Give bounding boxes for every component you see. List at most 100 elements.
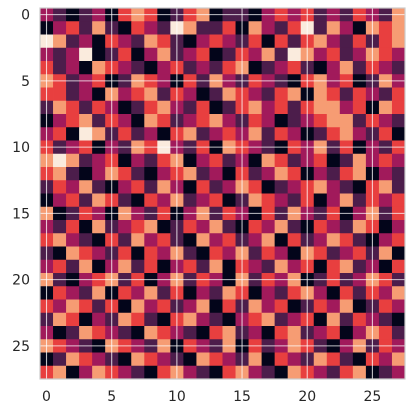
heatmap-cell [66, 220, 80, 234]
heatmap-cell [222, 220, 236, 234]
heatmap-cell [79, 299, 93, 314]
heatmap-cell [79, 220, 93, 234]
heatmap-cells [40, 8, 406, 380]
heatmap-cell [53, 365, 67, 380]
heatmap-cell [118, 34, 132, 49]
heatmap-cell [326, 61, 341, 75]
heatmap-cell [274, 127, 289, 141]
heatmap-cell [378, 87, 393, 102]
heatmap-cell [183, 47, 197, 62]
heatmap-cell [391, 167, 406, 181]
heatmap-cell [248, 365, 263, 380]
heatmap-cell [118, 286, 132, 300]
heatmap-cell [53, 47, 67, 62]
heatmap-cell [287, 299, 302, 314]
heatmap-cell [79, 153, 93, 168]
heatmap-cell [183, 352, 197, 367]
heatmap-cell [66, 114, 80, 128]
heatmap-cell [92, 220, 106, 234]
heatmap-cell [352, 127, 367, 141]
heatmap-cell [326, 114, 341, 128]
heatmap-cell [66, 34, 80, 49]
heatmap-cell [261, 259, 276, 274]
heatmap-cell [248, 34, 263, 49]
heatmap-cell [79, 47, 93, 62]
heatmap-cell [339, 47, 354, 62]
heatmap-cell [222, 246, 236, 261]
heatmap-cell [378, 100, 393, 115]
heatmap-cell [183, 127, 197, 141]
heatmap-cell [196, 259, 210, 274]
heatmap-cell [118, 312, 132, 327]
heatmap-cell [222, 365, 236, 380]
heatmap-cell [183, 61, 197, 75]
heatmap-cell [339, 167, 354, 181]
heatmap-cell [391, 153, 406, 168]
heatmap-cell [131, 259, 145, 274]
heatmap-cell [66, 167, 80, 181]
heatmap-cell [287, 21, 302, 35]
heatmap-cell [274, 246, 289, 261]
heatmap-cell [209, 61, 223, 75]
heatmap-cell [92, 61, 106, 75]
x-tick-label: 15 [233, 389, 251, 405]
heatmap-cell [391, 286, 406, 300]
heatmap-cell [66, 259, 80, 274]
heatmap-cell [209, 87, 223, 102]
heatmap-cell [287, 153, 302, 168]
heatmap-cell [118, 180, 132, 194]
heatmap-cell [287, 167, 302, 181]
heatmap-cell [326, 153, 341, 168]
heatmap-cell [326, 193, 341, 208]
heatmap-cell [313, 127, 328, 141]
heatmap-cell [352, 312, 367, 327]
heatmap-cell [209, 246, 223, 261]
heatmap-cell [144, 47, 158, 62]
heatmap-cell [248, 259, 263, 274]
heatmap-cell [66, 21, 80, 35]
heatmap-cell [222, 100, 236, 115]
heatmap-cell [157, 100, 171, 115]
heatmap-cell [391, 193, 406, 208]
heatmap-cell [131, 153, 145, 168]
heatmap-cell [79, 127, 93, 141]
heatmap-cell [378, 180, 393, 194]
heatmap-cell [339, 365, 354, 380]
heatmap-cell [92, 246, 106, 261]
heatmap-cell [66, 286, 80, 300]
heatmap-cell [131, 21, 145, 35]
heatmap-cell [261, 365, 276, 380]
heatmap-cell [222, 61, 236, 75]
y-tick-label: 10 [12, 140, 30, 156]
heatmap-cell [248, 127, 263, 141]
heatmap-cell [157, 352, 171, 367]
heatmap-cell [144, 259, 158, 274]
heatmap-cell [92, 352, 106, 367]
heatmap-cell [144, 246, 158, 261]
heatmap-cell [287, 180, 302, 194]
heatmap-cell [313, 299, 328, 314]
heatmap-cell [378, 259, 393, 274]
grid-lines [40, 8, 405, 379]
heatmap-cell [326, 21, 341, 35]
heatmap-cell [352, 220, 367, 234]
heatmap-cell [274, 180, 289, 194]
heatmap-cell [352, 61, 367, 75]
heatmap-cell [313, 47, 328, 62]
heatmap-cell [183, 326, 197, 340]
heatmap-cell [79, 100, 93, 115]
y-axis-ticks: 0 5 10 15 20 25 [12, 8, 30, 355]
heatmap-cell [131, 114, 145, 128]
heatmap-cell [183, 246, 197, 261]
heatmap-cell [274, 153, 289, 168]
heatmap-cell [352, 365, 367, 380]
heatmap-cell [261, 87, 276, 102]
heatmap-cell [287, 312, 302, 327]
heatmap-cell [326, 259, 341, 274]
heatmap-cell [378, 326, 393, 340]
heatmap-cell [157, 167, 171, 181]
heatmap-cell [326, 180, 341, 194]
heatmap-cell [92, 87, 106, 102]
heatmap-cell [53, 286, 67, 300]
heatmap-cell [92, 21, 106, 35]
